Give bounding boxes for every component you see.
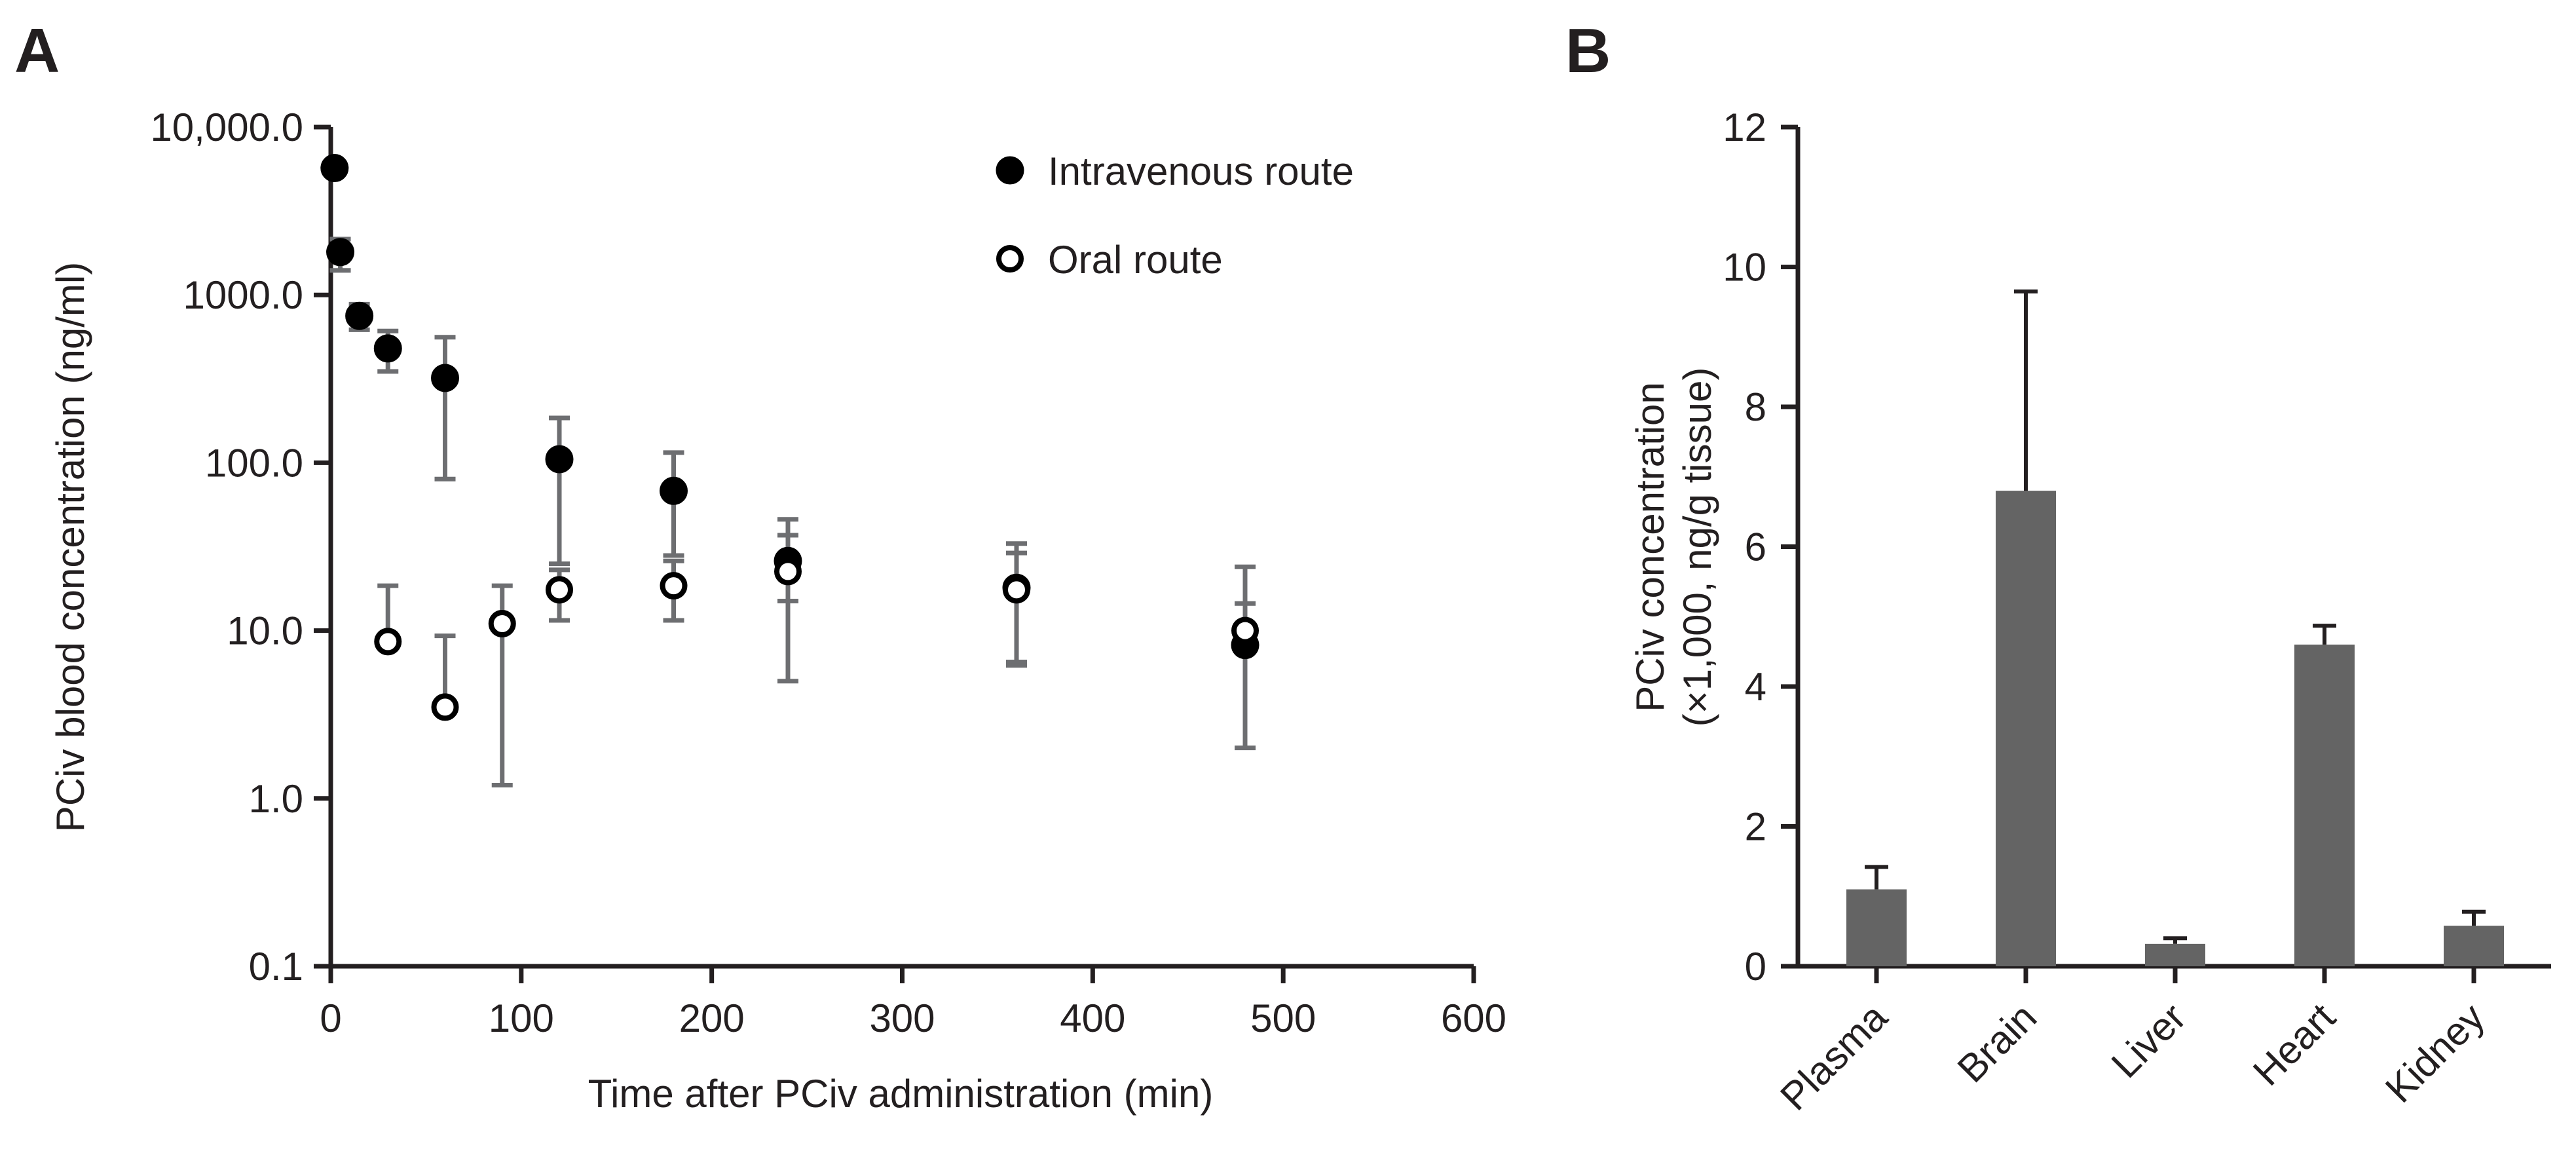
intravenous-data-point (373, 334, 402, 363)
chart-a-y-tick-label: 1000.0 (183, 273, 303, 317)
panel-label-a: A (14, 16, 60, 86)
intravenous-data-point (431, 364, 459, 392)
chart-a-x-tick-label: 200 (679, 996, 745, 1040)
chart-b-y-axis-title-line2: (×1,000, ng/g tissue) (1675, 368, 1719, 727)
chart-a-x-axis-title: Time after PCiv administration (min) (588, 1072, 1214, 1116)
chart-a-y-tick-label: 1.0 (249, 777, 303, 821)
intravenous-data-point (545, 445, 574, 474)
oral-data-point (660, 572, 688, 600)
chart-b-bar (1846, 889, 1907, 966)
intravenous-data-point (326, 238, 355, 267)
oral-data-point (546, 576, 573, 604)
oral-data-point (1231, 616, 1259, 645)
intravenous-data-point (320, 154, 349, 183)
chart-a-x-tick-label: 500 (1250, 996, 1316, 1040)
chart-b-category-label: Plasma (1772, 994, 1895, 1118)
chart-b-y-tick-label: 4 (1745, 665, 1766, 709)
chart-b-y-tick-label: 8 (1745, 385, 1766, 429)
chart-a-x-tick-label: 300 (869, 996, 935, 1040)
chart-b: 0 2 4 6 8 10 12 Plasma Brain Liver Heart Kidney PC… (1628, 105, 2551, 1119)
chart-a-y-tick-label: 0.1 (249, 945, 303, 989)
oral-data-point (774, 557, 802, 586)
chart-a-y-tick-label: 10.0 (227, 609, 303, 653)
chart-a-x-tick-label: 600 (1441, 996, 1506, 1040)
chart-b-y-tick-label: 10 (1723, 246, 1766, 290)
chart-a: 0.1 1.0 10.0 100.0 1000.0 10,000.0 0 100 200 300… (48, 105, 1506, 1116)
chart-a-y-tick-label: 100.0 (205, 441, 303, 485)
chart-a-x-tick-label: 0 (320, 996, 341, 1040)
chart-b-y-tick-label: 0 (1745, 945, 1766, 989)
intravenous-data-point (345, 301, 374, 330)
legend-marker-intravenous (996, 156, 1024, 185)
chart-b-y-tick-label: 12 (1723, 105, 1766, 149)
legend-label-oral: Oral route (1048, 238, 1223, 282)
oral-data-point (1003, 576, 1030, 604)
chart-a-y-tick-label: 10,000.0 (150, 105, 303, 149)
chart-a-x-tick-label: 100 (489, 996, 554, 1040)
intravenous-data-point (660, 476, 688, 505)
chart-b-bar (2294, 644, 2355, 966)
oral-data-point (431, 693, 459, 721)
panel-label-b: B (1565, 16, 1611, 86)
chart-b-category-label: Kidney (2377, 995, 2493, 1111)
oral-data-point (488, 609, 516, 637)
chart-b-y-tick-label: 6 (1745, 525, 1766, 569)
chart-b-category-label: Brain (1949, 995, 2045, 1091)
chart-a-y-axis-title: PCiv blood concentration (ng/ml) (48, 262, 92, 832)
chart-a-legend: Intravenous route Oral route (996, 149, 1354, 282)
chart-b-bar (1996, 491, 2056, 966)
chart-b-category-label: Heart (2245, 995, 2343, 1094)
chart-b-bar (2444, 926, 2504, 966)
chart-b-bar (2145, 943, 2205, 966)
chart-a-x-tick-label: 400 (1060, 996, 1125, 1040)
chart-b-y-tick-label: 2 (1745, 805, 1766, 849)
chart-b-y-axis-title-line1: PCiv concentration (1628, 382, 1672, 712)
legend-label-intravenous: Intravenous route (1048, 149, 1354, 193)
chart-b-category-label: Liver (2103, 995, 2194, 1086)
legend-marker-oral (996, 245, 1024, 273)
oral-data-point (374, 628, 402, 656)
